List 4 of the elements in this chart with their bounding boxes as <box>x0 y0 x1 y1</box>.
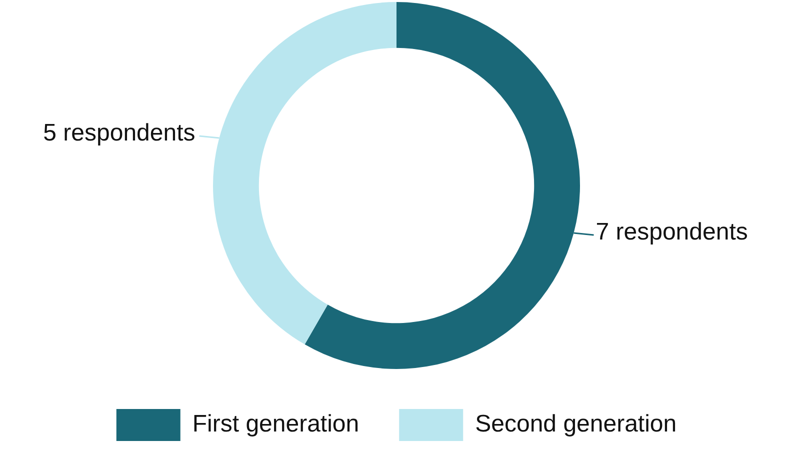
legend-label: First generation <box>192 410 360 438</box>
legend-label: Second generation <box>475 410 677 438</box>
data-label: 5 respondents <box>43 120 196 147</box>
data-label: 7 respondents <box>596 218 748 246</box>
